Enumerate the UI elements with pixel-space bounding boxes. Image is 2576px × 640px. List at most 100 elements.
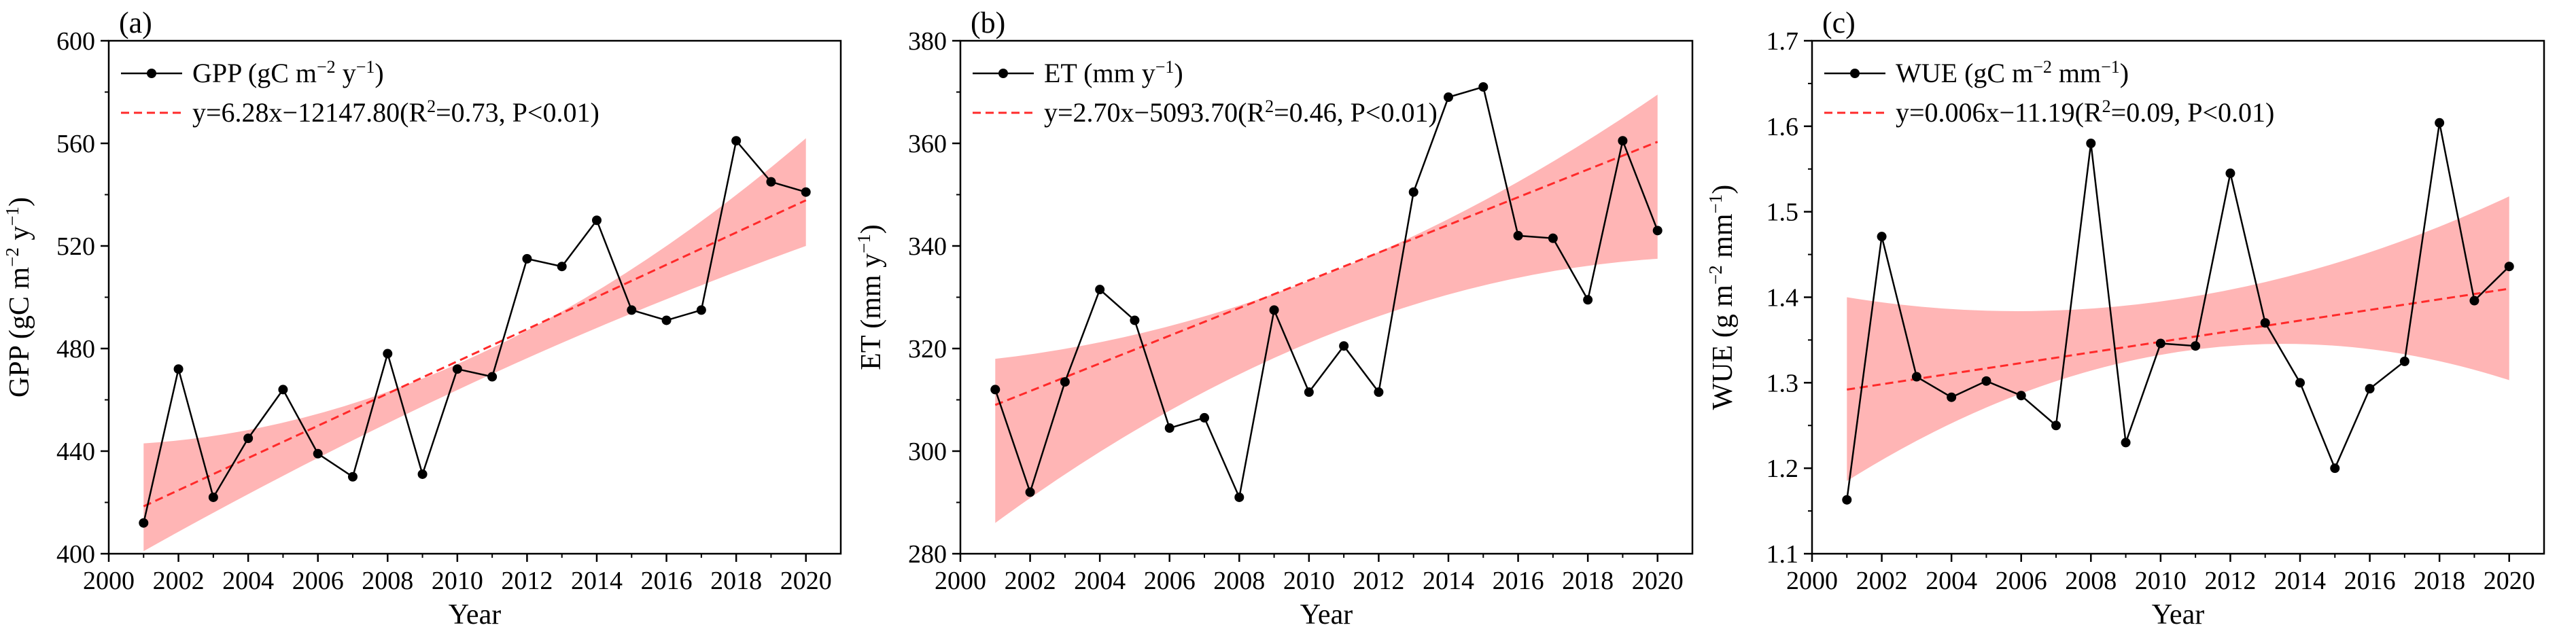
x-tick-label: 2014 — [2274, 567, 2326, 595]
x-tick-label: 2008 — [1213, 567, 1265, 595]
series-line — [994, 86, 1658, 501]
data-point-2015 — [2330, 463, 2340, 474]
data-point-2008 — [2086, 139, 2096, 148]
x-axis-title: Year — [449, 599, 501, 630]
legend-series-label: ET (mm y−1) — [1044, 57, 1183, 89]
y-axis-title: GPP (gC m−2 y−1) — [2, 197, 35, 397]
y-tick-label: 1.2 — [1766, 455, 1799, 483]
y-tick-label: 560 — [56, 130, 95, 158]
chart-panel-2: 2000 2002 2004 2006 2008 2010 2012 2014 2016 2018… — [854, 6, 1694, 630]
x-tick-label: 2000 — [1786, 567, 1838, 595]
legend-data-marker — [998, 69, 1008, 78]
data-point-2014 — [1444, 92, 1453, 103]
data-point-2005 — [1130, 315, 1140, 325]
data-point-2018 — [731, 136, 742, 146]
data-point-2016 — [2365, 384, 2375, 394]
x-tick-label: 2020 — [1632, 567, 1684, 595]
data-point-2009 — [417, 469, 428, 479]
data-point-2011 — [2191, 341, 2201, 351]
x-axis-title: Year — [2152, 599, 2204, 630]
x-tick-label: 2004 — [1074, 567, 1126, 595]
data-point-2008 — [1234, 492, 1245, 502]
data-point-2006 — [2016, 391, 2026, 401]
x-tick-label: 2004 — [1926, 567, 1977, 595]
data-point-2002 — [1025, 487, 1035, 497]
data-point-2004 — [1095, 285, 1105, 295]
x-tick-label: 2018 — [2414, 567, 2465, 595]
x-tick-label: 2010 — [2135, 567, 2187, 595]
panel-label: (b) — [971, 6, 1005, 39]
x-tick-label: 2020 — [2484, 567, 2535, 595]
y-tick-label: 300 — [908, 438, 947, 466]
data-point-2011 — [1339, 341, 1349, 351]
panel-label: (c) — [1822, 6, 1856, 39]
y-tick-label: 1.1 — [1766, 540, 1799, 569]
x-tick-label: 2002 — [153, 567, 205, 595]
legend-data-marker — [1850, 69, 1860, 78]
data-point-2002 — [173, 364, 184, 374]
data-point-2003 — [1060, 377, 1070, 387]
x-tick-label: 2002 — [1856, 567, 1908, 595]
x-tick-label: 2000 — [83, 567, 135, 595]
y-tick-label: 1.7 — [1766, 27, 1799, 56]
data-point-2001 — [990, 385, 1000, 395]
data-point-2018 — [2435, 118, 2445, 128]
series-line — [143, 139, 807, 523]
data-point-2006 — [1164, 423, 1174, 433]
data-point-2004 — [243, 433, 254, 444]
y-tick-label: 1.4 — [1766, 284, 1799, 313]
data-point-2008 — [383, 349, 393, 359]
legend-series-label: GPP (gC m−2 y−1) — [192, 57, 384, 89]
data-point-2019 — [1618, 136, 1628, 146]
y-tick-label: 340 — [908, 232, 947, 261]
y-tick-label: 440 — [56, 438, 95, 466]
data-point-2013 — [2260, 318, 2270, 328]
confidence-band — [143, 138, 806, 552]
legend-series-label: WUE (gC m−2 mm−1) — [1896, 57, 2129, 89]
y-axis-title: ET (mm y−1) — [854, 224, 887, 370]
data-point-2011 — [487, 372, 498, 382]
data-point-2003 — [208, 492, 218, 502]
data-point-2003 — [1911, 372, 1921, 382]
panel-label: (a) — [119, 6, 152, 39]
data-point-2018 — [1583, 295, 1593, 305]
data-point-2020 — [2504, 262, 2514, 272]
data-point-2010 — [452, 364, 462, 374]
data-point-2017 — [696, 305, 706, 315]
data-point-2010 — [2155, 338, 2165, 349]
data-point-2012 — [1374, 387, 1384, 397]
y-tick-label: 280 — [908, 540, 947, 569]
data-point-2012 — [522, 253, 532, 264]
fit-line — [1847, 287, 2509, 391]
x-tick-label: 2012 — [501, 567, 553, 595]
legend-fit-label: y=2.70x−5093.70(R2=0.46, P<0.01) — [1044, 96, 1438, 128]
x-tick-label: 2010 — [432, 567, 483, 595]
legend-fit-label: y=6.28x−12147.80(R2=0.73, P<0.01) — [192, 96, 599, 128]
x-tick-label: 2016 — [2344, 567, 2396, 595]
x-tick-label: 2014 — [571, 567, 623, 595]
x-tick-label: 2016 — [641, 567, 693, 595]
data-point-2020 — [801, 187, 811, 197]
x-tick-label: 2014 — [1423, 567, 1474, 595]
data-point-2016 — [661, 315, 672, 325]
data-point-2007 — [348, 472, 358, 482]
data-point-2001 — [139, 518, 149, 528]
data-point-2007 — [1200, 412, 1209, 423]
legend-data-marker — [147, 69, 156, 78]
y-tick-label: 600 — [56, 27, 95, 56]
x-tick-label: 2012 — [1353, 567, 1404, 595]
data-point-2004 — [1947, 392, 1957, 402]
data-point-2014 — [592, 215, 602, 226]
data-point-2014 — [2295, 378, 2305, 388]
data-point-2015 — [1478, 82, 1489, 92]
fit-line — [143, 199, 807, 508]
x-tick-label: 2004 — [222, 567, 274, 595]
x-axis-title: Year — [1300, 599, 1353, 630]
data-point-2006 — [313, 448, 323, 459]
y-tick-label: 380 — [908, 27, 947, 56]
y-tick-label: 1.3 — [1766, 369, 1799, 397]
x-tick-label: 2018 — [710, 567, 762, 595]
x-tick-label: 2002 — [1005, 567, 1056, 595]
x-tick-label: 2006 — [1996, 567, 2047, 595]
